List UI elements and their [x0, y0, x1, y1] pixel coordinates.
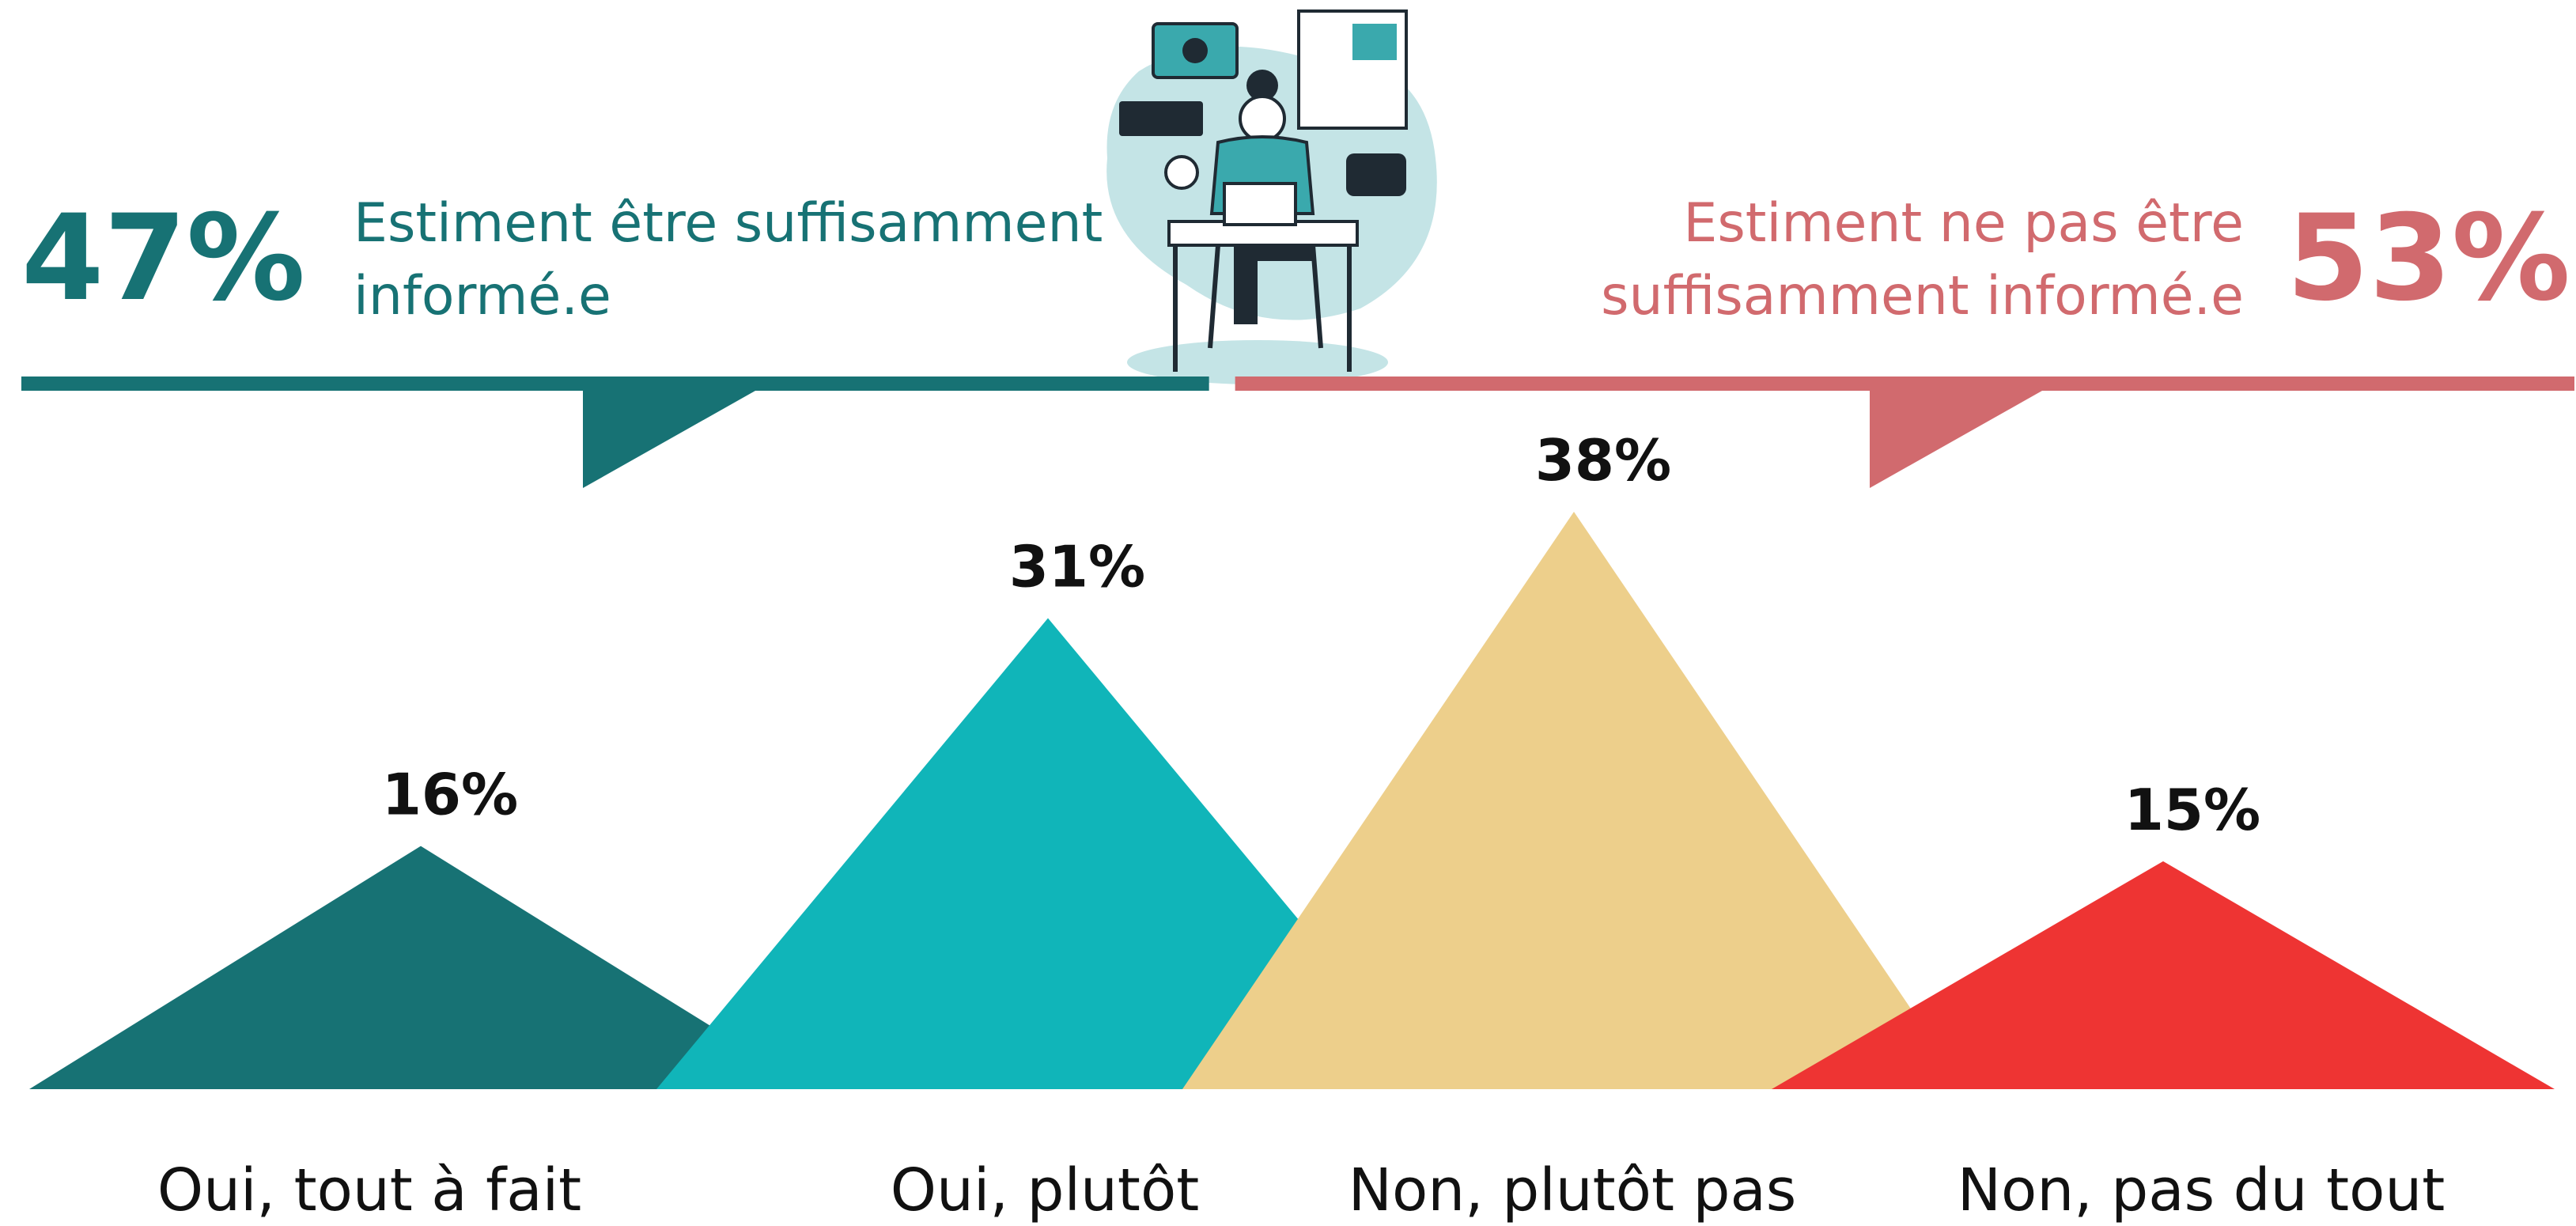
summary-text: Estiment ne pas être [1683, 192, 2244, 255]
illustration [1106, 9, 1437, 384]
value-label: 16% [382, 762, 518, 828]
triangle [656, 618, 1439, 1089]
summary-text: suffisamment informé.e [1601, 265, 2244, 327]
triangle [29, 846, 812, 1089]
category-label: Oui, plutôt [891, 1156, 1200, 1224]
category-label: Non, pas du tout [1958, 1156, 2445, 1224]
summary-text: Estiment être suffisamment [354, 192, 1103, 255]
summary: 47% Estiment être suffisamment informé.e 53… [21, 190, 2574, 488]
value-label: 38% [1535, 427, 1671, 494]
bar-pointer [583, 391, 755, 488]
category-label: Oui, tout à fait [157, 1156, 581, 1224]
bar-pointer [1870, 391, 2042, 488]
summary-percent: 47% [21, 190, 305, 327]
summary-bar [1235, 377, 2574, 391]
value-label: 15% [2124, 777, 2260, 843]
summary-text: informé.e [354, 265, 611, 327]
category-label: Non, plutôt pas [1349, 1156, 1797, 1224]
triangle [1182, 512, 1965, 1089]
value-label: 31% [1009, 533, 1145, 600]
summary-percent: 53% [2287, 190, 2570, 327]
summary-bar [21, 377, 1209, 391]
triangle [1772, 861, 2555, 1089]
triangles: 16% Oui, tout à fait 31% Oui, plutôt 38% Non,… [29, 427, 2555, 1224]
